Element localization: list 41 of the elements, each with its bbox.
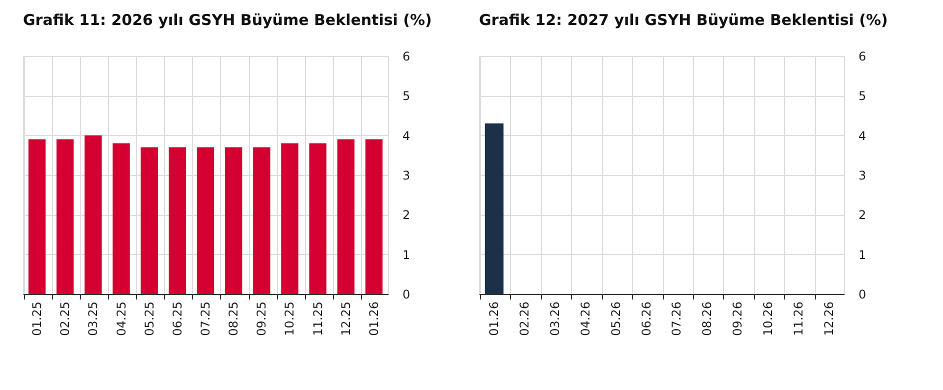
x-tick-label: 08.25 bbox=[226, 302, 241, 336]
x-tick-label: 05.25 bbox=[142, 302, 156, 336]
y-tick-label: 4 bbox=[858, 128, 866, 143]
y-tick-label: 3 bbox=[402, 168, 410, 182]
x-tick-label: 06.26 bbox=[639, 302, 654, 336]
y-tick-label: 2 bbox=[858, 208, 866, 222]
x-tick-label: 07.25 bbox=[198, 302, 212, 336]
x-tick-label: 11.25 bbox=[310, 302, 325, 336]
x-tick-label: 05.26 bbox=[608, 302, 623, 336]
x-tick-label: 09.25 bbox=[254, 302, 269, 336]
x-tick-label: 03.26 bbox=[548, 302, 562, 336]
chart-title: Grafik 12: 2027 yılı GSYH Büyüme Beklentisi (%) bbox=[479, 11, 888, 29]
y-tick-label: 4 bbox=[402, 128, 410, 143]
y-tick-label: 3 bbox=[858, 168, 866, 182]
x-tick-label: 01.26 bbox=[487, 302, 502, 336]
y-tick-label: 5 bbox=[858, 89, 866, 104]
x-tick-label: 06.25 bbox=[170, 302, 184, 336]
x-tick-label: 12.25 bbox=[338, 302, 353, 336]
x-tick-label: 04.25 bbox=[114, 302, 128, 336]
x-tick-label: 07.26 bbox=[670, 302, 684, 336]
y-tick-label: 0 bbox=[858, 288, 866, 302]
y-tick-label: 5 bbox=[402, 89, 410, 104]
x-tick-label: 01.25 bbox=[30, 302, 44, 336]
x-tick-label: 10.25 bbox=[282, 302, 297, 336]
x-tick-label: 02.26 bbox=[518, 302, 532, 336]
x-tick-label: 03.25 bbox=[86, 302, 100, 336]
y-tick-label: 6 bbox=[402, 50, 410, 64]
x-tick-label: 11.26 bbox=[791, 302, 806, 336]
x-tick-label: 02.25 bbox=[58, 302, 72, 336]
y-tick-label: 6 bbox=[858, 50, 866, 64]
x-tick-label: 08.26 bbox=[700, 302, 714, 336]
x-tick-label: 12.26 bbox=[822, 302, 836, 336]
x-tick-label: 04.26 bbox=[578, 302, 592, 336]
y-tick-label: 0 bbox=[402, 288, 410, 302]
y-tick-label: 1 bbox=[858, 248, 866, 262]
x-tick-label: 09.26 bbox=[730, 302, 745, 336]
x-tick-label: 10.26 bbox=[760, 302, 775, 336]
chart-title: Grafik 11: 2026 yılı GSYH Büyüme Beklentisi (%) bbox=[23, 11, 432, 29]
y-tick-label: 1 bbox=[402, 248, 410, 262]
y-tick-label: 2 bbox=[402, 208, 410, 222]
x-tick-label: 01.26 bbox=[366, 302, 381, 336]
